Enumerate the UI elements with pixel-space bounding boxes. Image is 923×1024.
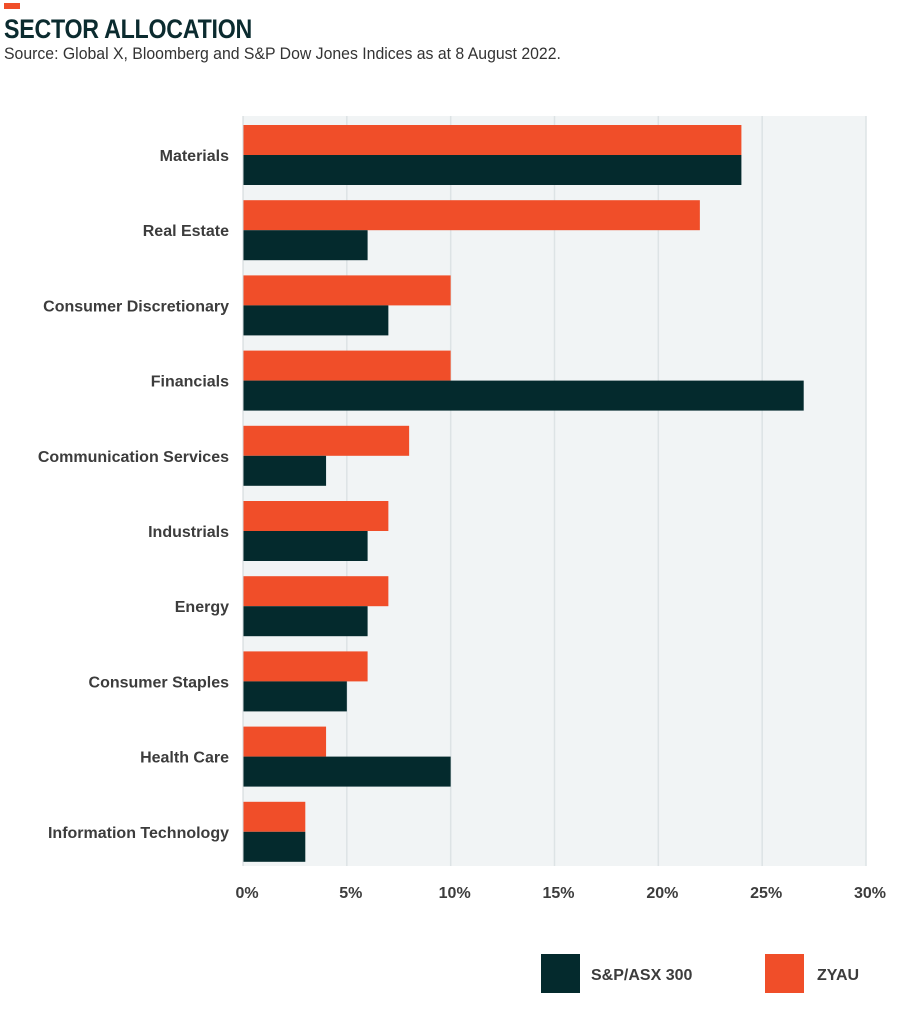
x-tick-label-30: 30% <box>854 885 886 902</box>
legend-swatch-sp-asx-300 <box>541 954 580 993</box>
x-tick-label-20: 20% <box>646 885 678 902</box>
category-label-health-care: Health Care <box>140 750 229 767</box>
category-label-industrials: Industrials <box>148 524 229 541</box>
bar-sp-asx-300-communication-services <box>243 455 327 486</box>
legend-label-sp-asx-300: S&P/ASX 300 <box>591 967 692 984</box>
bar-sp-asx-300-real-estate <box>243 230 368 261</box>
chart-subtitle: Source: Global X, Bloomberg and S&P Dow … <box>4 44 561 63</box>
bar-zyau-information-technology <box>243 801 306 832</box>
bar-sp-asx-300-information-technology <box>243 831 306 862</box>
bar-sp-asx-300-consumer-discretionary <box>243 305 389 336</box>
x-tick-label-15: 15% <box>542 885 574 902</box>
category-label-information-technology: Information Technology <box>48 825 229 842</box>
chart-title: SECTOR ALLOCATION <box>4 14 253 44</box>
category-label-communication-services: Communication Services <box>38 449 229 466</box>
title-accent-bar <box>4 3 20 9</box>
bar-zyau-energy <box>243 576 389 607</box>
category-label-consumer-discretionary: Consumer Discretionary <box>43 298 229 315</box>
x-tick-label-5: 5% <box>339 885 362 902</box>
bar-zyau-materials <box>243 125 742 155</box>
x-tick-label-10: 10% <box>439 885 471 902</box>
bar-sp-asx-300-energy <box>243 606 368 637</box>
bar-sp-asx-300-consumer-staples <box>243 681 347 712</box>
category-label-financials: Financials <box>151 374 229 391</box>
legend-swatch-zyau <box>765 954 804 993</box>
category-label-consumer-staples: Consumer Staples <box>89 674 230 691</box>
bar-zyau-financials <box>243 350 451 381</box>
x-tick-label-25: 25% <box>750 885 782 902</box>
x-tick-label-0: 0% <box>235 885 258 902</box>
bar-zyau-health-care <box>243 726 327 757</box>
category-label-real-estate: Real Estate <box>143 223 229 240</box>
bar-zyau-communication-services <box>243 425 410 456</box>
bar-sp-asx-300-materials <box>243 155 742 185</box>
category-label-energy: Energy <box>175 599 229 616</box>
bar-sp-asx-300-health-care <box>243 756 451 787</box>
bar-zyau-real-estate <box>243 200 700 231</box>
bar-zyau-industrials <box>243 501 389 531</box>
bar-zyau-consumer-staples <box>243 651 368 682</box>
bar-sp-asx-300-financials <box>243 380 804 411</box>
legend-label-zyau: ZYAU <box>817 967 859 984</box>
bar-zyau-consumer-discretionary <box>243 275 451 306</box>
category-label-materials: Materials <box>160 148 229 165</box>
bar-sp-asx-300-industrials <box>243 531 368 561</box>
